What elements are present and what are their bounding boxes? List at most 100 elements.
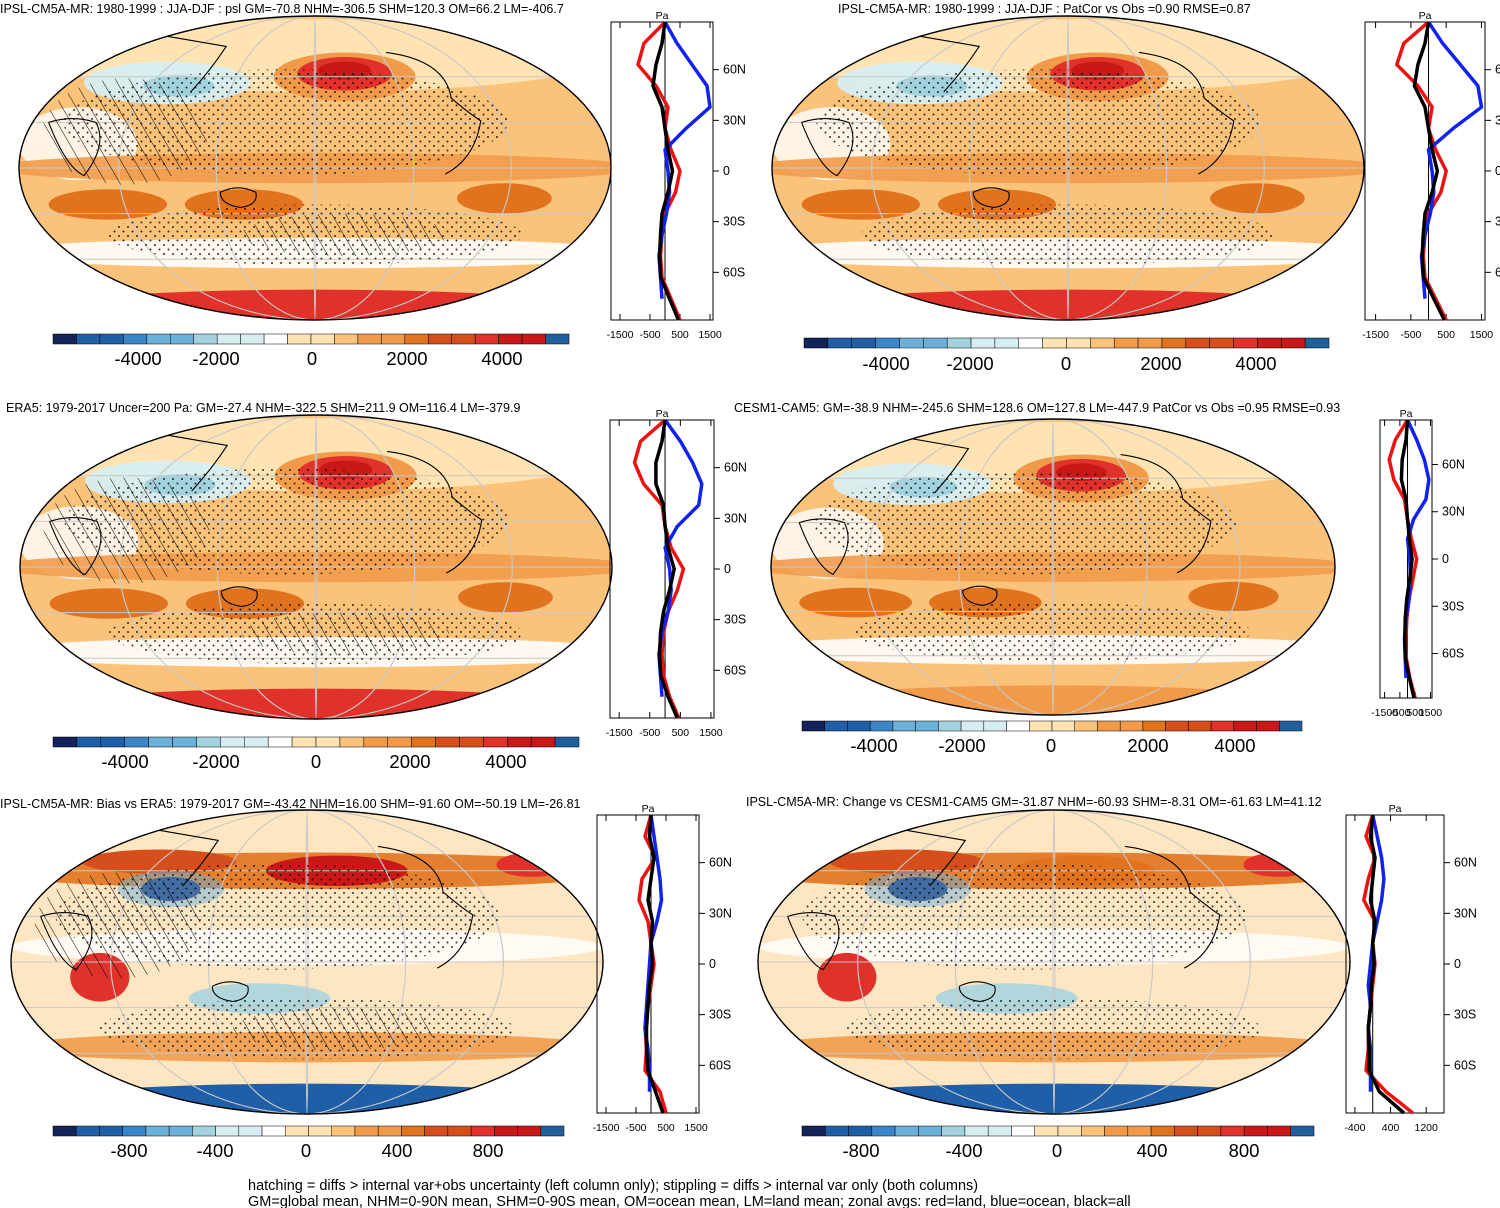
colorbar-box <box>1220 1125 1245 1137</box>
panel-5-zonal-profile: Pa 60N 30N 0 30S 60S -1500 -500 500 1500 <box>593 803 732 1134</box>
colorbar-box <box>1137 337 1163 349</box>
colorbar-box <box>1006 720 1030 732</box>
colorbar-box <box>401 1125 425 1137</box>
coastline <box>48 118 101 177</box>
colorbar-box <box>145 1125 170 1137</box>
colorbar-box <box>354 1125 379 1137</box>
map-field <box>772 16 1364 320</box>
colorbar-box <box>825 1125 849 1137</box>
colorbar-label: 400 <box>382 1140 413 1161</box>
colorbar-box <box>824 720 848 732</box>
colorbar-box <box>521 333 546 345</box>
lat-tick-label: 30N <box>1495 113 1500 127</box>
atlantic-red <box>496 852 568 877</box>
panel-4-colorbar: -4000 -2000 0 2000 4000 <box>801 720 1303 756</box>
panel-4-title: CESM1-CAM5: GM=-38.9 NHM=-245.6 SHM=128.… <box>734 401 1340 415</box>
units-label: Pa <box>656 408 669 420</box>
colorbar-box <box>404 333 429 345</box>
colorbar-box <box>122 1125 147 1137</box>
lat-tick-label: 0 <box>709 957 716 971</box>
lat-tick-label: 0 <box>1442 552 1449 566</box>
map-outline <box>757 809 1351 1115</box>
hatching <box>43 477 210 584</box>
colorbar-box <box>1042 337 1067 349</box>
lat-tick-label: 60S <box>1495 265 1500 279</box>
colorbar-box <box>1018 337 1043 349</box>
map-field <box>19 16 611 320</box>
colorbar-box <box>851 337 876 349</box>
stippling <box>846 998 1262 1060</box>
southamerica-high <box>457 183 552 214</box>
x-tick-label: -400 <box>1344 1122 1365 1134</box>
zonal-series-all <box>1399 419 1416 699</box>
colorbar-box <box>123 333 148 345</box>
profile-frame <box>1345 814 1445 1114</box>
coastline <box>787 912 840 971</box>
colorbar-label: 0 <box>1052 1140 1062 1161</box>
panel-4-map <box>770 418 1336 716</box>
lat-tick-label: 30N <box>723 113 746 127</box>
panel-6-title: IPSL-CM5A-MR: Change vs CESM1-CAM5 GM=-3… <box>746 795 1322 809</box>
lat-tick-label: 30S <box>724 613 746 627</box>
colorbar-box <box>1233 720 1257 732</box>
colorbar-box <box>1066 337 1091 349</box>
x-tick-label: 500 <box>672 727 690 739</box>
colorbar-box <box>285 1125 309 1137</box>
lat-tick-label: 60S <box>709 1058 731 1072</box>
colorbar-label: 0 <box>301 1140 311 1161</box>
colorbar-box <box>451 333 476 345</box>
colorbar-label: 4000 <box>485 751 526 772</box>
coastline <box>377 845 474 969</box>
colorbar-box <box>424 1125 449 1137</box>
colorbar-box <box>52 1125 77 1137</box>
panel-3-colorbar: -4000 -2000 0 2000 4000 <box>52 736 580 772</box>
stippling <box>816 69 1261 176</box>
colorbar-box <box>918 1125 942 1137</box>
colorbar-box <box>983 720 1007 732</box>
colorbar-label: -2000 <box>946 353 993 374</box>
colorbar-box <box>1057 1125 1082 1137</box>
colorbar-label: 0 <box>311 751 321 772</box>
coastline <box>211 981 249 1003</box>
hatching <box>241 213 449 257</box>
lat-tick-label: 0 <box>723 164 730 178</box>
colorbar-box <box>238 1125 263 1137</box>
colorbar-label: 0 <box>1061 353 1071 374</box>
colorbar-label: -4000 <box>114 348 161 369</box>
hatching <box>233 1007 441 1051</box>
colorbar-box <box>220 736 245 748</box>
colorbar-box <box>1081 1125 1105 1137</box>
southamerica-high <box>458 582 553 613</box>
panel-1-title: IPSL-CM5A-MR: 1980-1999 : JJA-DJF : psl … <box>0 2 564 16</box>
colorbar-label: 4000 <box>1235 353 1276 374</box>
colorbar-box <box>517 1125 542 1137</box>
colorbar-box <box>848 1125 873 1137</box>
x-tick-label: 1500 <box>698 329 722 341</box>
zonal-series-all <box>1412 21 1446 321</box>
colorbar-box <box>52 736 78 748</box>
colorbar-box <box>267 736 293 748</box>
colorbar-box <box>315 736 341 748</box>
colorbar-box <box>847 720 871 732</box>
map-field <box>758 810 1350 1114</box>
units-label: Pa <box>656 10 669 22</box>
panel-2-colorbar: -4000 -2000 0 2000 4000 <box>803 337 1330 374</box>
south-atl-high <box>49 588 168 619</box>
colorbar-label: 4000 <box>1214 735 1255 756</box>
colorbar-box <box>193 333 218 345</box>
zonal-series-land <box>632 418 686 719</box>
lat-tick-label: 60N <box>1495 63 1500 77</box>
south-atl-high <box>801 189 920 220</box>
map-outline <box>19 414 613 720</box>
x-tick-label: 500 <box>657 1122 675 1134</box>
colorbar-box <box>168 1125 193 1137</box>
x-tick-label: -1500 <box>606 727 633 739</box>
colorbar-box <box>803 337 829 349</box>
panel-5-colorbar: -800 -400 0 400 800 <box>52 1125 565 1161</box>
x-tick-label: -500 <box>639 727 660 739</box>
colorbar-box <box>52 333 77 345</box>
colorbar-box <box>1011 1125 1035 1137</box>
south-atl-high <box>48 189 167 220</box>
x-tick-label: 1200 <box>1415 1122 1439 1134</box>
colorbar-box <box>1034 1125 1059 1137</box>
